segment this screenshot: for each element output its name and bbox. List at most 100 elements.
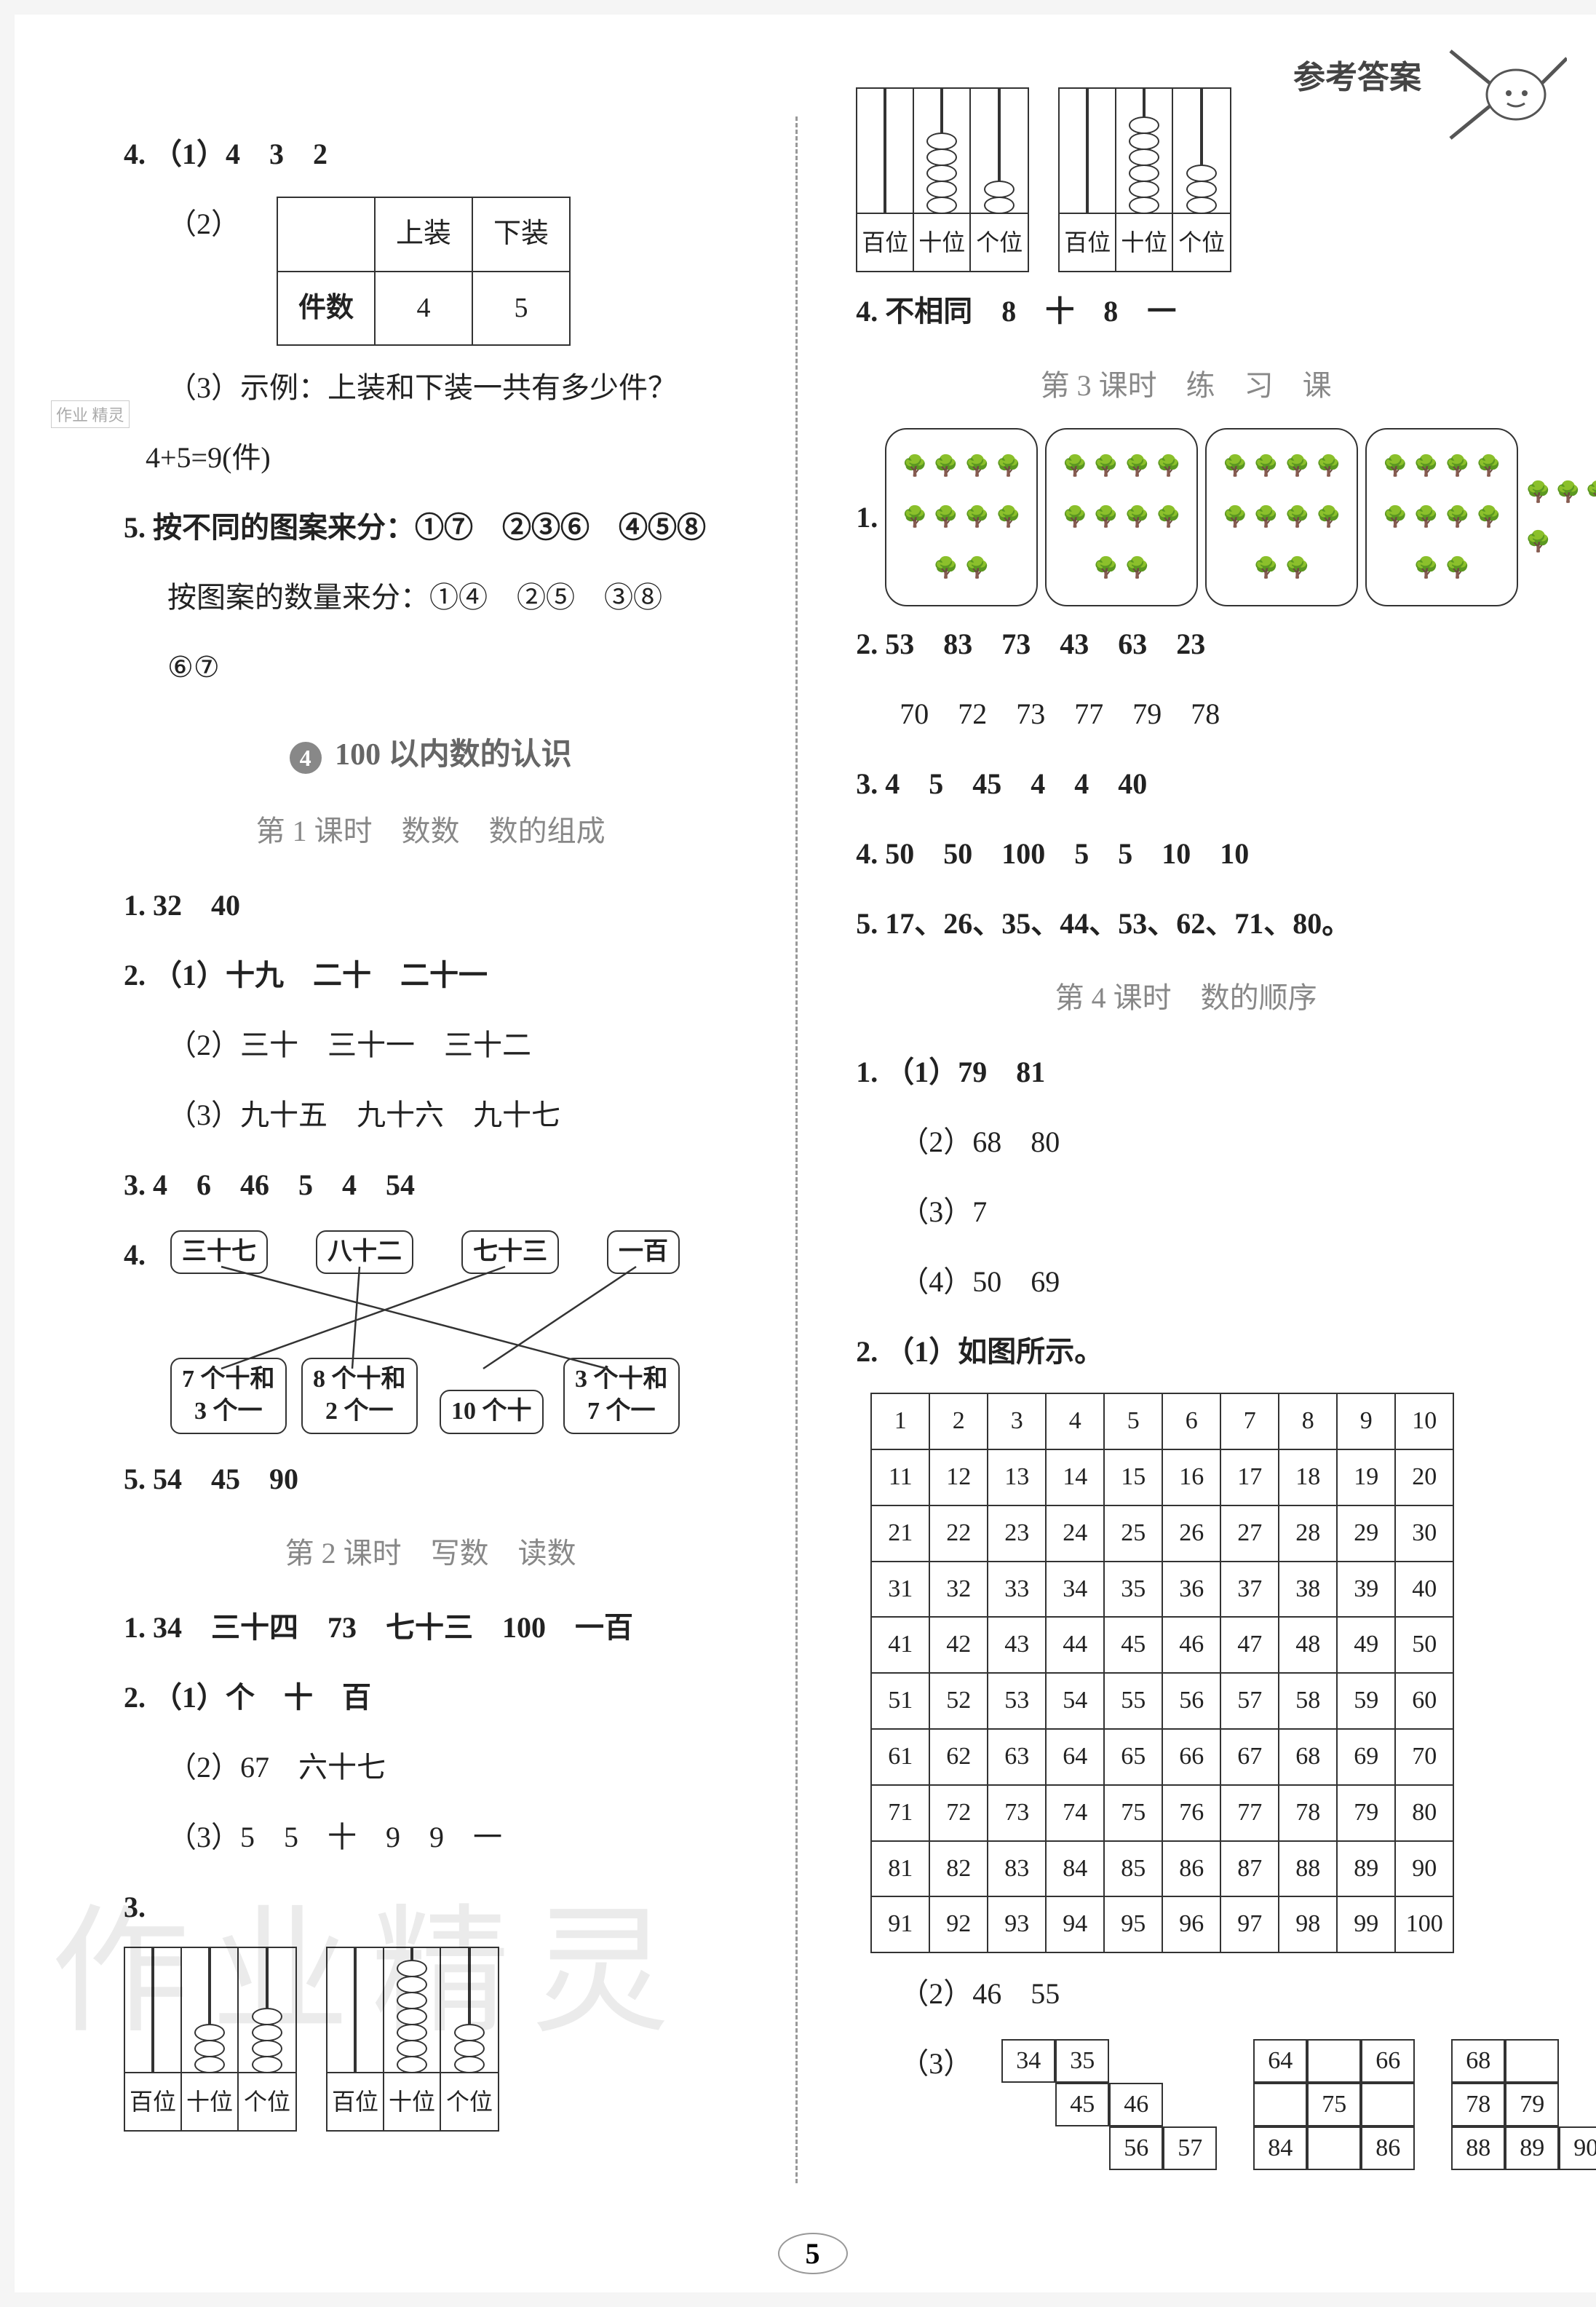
grid-cell: 47 [1220,1617,1279,1673]
bead-icon [1129,197,1159,214]
grid-cell: 17 [1220,1449,1279,1505]
tree-icon: 🌳 [1476,444,1501,489]
table-row: 41424344454647484950 [871,1617,1453,1673]
bead-icon [1129,149,1159,166]
abacus-label: 百位 [125,2072,180,2130]
section-title-text: 100 以内数的认识 [335,738,572,772]
tree-icon: 🌳 [1093,444,1119,489]
tree-icon: 🌳 [1253,444,1279,489]
grid-cell: 25 [1104,1505,1162,1562]
page: 参考答案 作业 精灵 4. （1）4 3 2 （2） 上装 下装 件数 [15,15,1596,2292]
bead-icon [252,2040,282,2057]
l2-3-label: 3. [124,1891,146,1923]
abacus-column: 百位 [327,1948,384,2130]
bead-icon [926,197,957,214]
table-row: 21222324252627282930 [871,1505,1453,1562]
grid-cell: 30 [1395,1505,1453,1562]
q4-2-row: （2） 上装 下装 件数 4 5 [102,192,759,350]
grid-cell: 73 [988,1785,1046,1841]
stair-cell [1163,2039,1217,2083]
grid-cell: 19 [1337,1449,1395,1505]
stair-cell [1001,2126,1055,2170]
stair-cell [1109,2039,1163,2083]
grid-cell: 96 [1162,1896,1220,1952]
l4-1-3: （3）7 [834,1180,1538,1244]
grid-cell: 32 [929,1562,988,1618]
grid-cell: 57 [1220,1673,1279,1729]
grid-cell: 43 [988,1617,1046,1673]
grid-cell: 15 [1104,1449,1162,1505]
abacus-label: 十位 [182,2072,237,2130]
stair-cell: 57 [1163,2126,1217,2170]
grid-cell: 7 [1220,1393,1279,1449]
tree-group-box: 🌳🌳🌳🌳🌳🌳🌳🌳🌳🌳 [1365,428,1518,606]
abacus-column: 个位 [1173,89,1230,271]
l1-4-label: 4. [124,1223,153,1441]
abacus-column: 十位 [914,89,971,271]
stair-puzzle: 6466758486 [1253,2039,1415,2170]
table-row: 11121314151617181920 [871,1449,1453,1505]
bead-icon [194,2024,225,2041]
abacus-rod [454,1948,485,2072]
bead-icon [454,2040,485,2057]
grid-cell: 14 [1046,1449,1104,1505]
page-number-text: 5 [778,2233,848,2274]
grid-cell: 76 [1162,1785,1220,1841]
grid-cell: 67 [1220,1729,1279,1785]
stair-wrap: 3435454656576466758486687879888990 [1001,2039,1596,2170]
content-columns: 4. （1）4 3 2 （2） 上装 下装 件数 4 5 （3）示例： [102,116,1538,2183]
grid-cell: 95 [1104,1896,1162,1952]
grid-cell: 59 [1337,1673,1395,1729]
stair-cell [1505,2039,1559,2083]
grid-cell: 66 [1162,1729,1220,1785]
abacus-column: 十位 [384,1948,441,2130]
abacus-rod [252,1948,282,2072]
tree-icon: 🌳 [1253,495,1279,540]
abacus-column: 个位 [239,1948,295,2130]
l4-2-3-label: （3） [856,2032,980,2096]
table-row: 81828384858687888990 [871,1841,1453,1897]
grid-cell: 1 [871,1393,929,1449]
grid-cell: 27 [1220,1505,1279,1562]
bead-icon [397,1960,427,1977]
grid-cell: 31 [871,1562,929,1618]
bead-icon [1129,165,1159,182]
section-4-title: 4 100 以内数的认识 [102,721,759,788]
bead-icon [252,2024,282,2041]
l1-1: 1. 32 40 [102,874,759,938]
bead-icon [397,2024,427,2041]
bead-icon [252,2056,282,2073]
l3-2b: 70 72 73 77 79 78 [834,682,1538,746]
l2-1: 1. 34 三十四 73 七十三 100 一百 [102,1596,759,1660]
left-column: 4. （1）4 3 2 （2） 上装 下装 件数 4 5 （3）示例： [102,116,759,2183]
stair-cell [1307,2039,1361,2083]
l3-1: 1. 🌳🌳🌳🌳🌳🌳🌳🌳🌳🌳🌳🌳🌳🌳🌳🌳🌳🌳🌳🌳🌳🌳🌳🌳🌳🌳🌳🌳🌳🌳🌳🌳🌳🌳🌳🌳🌳… [834,428,1538,606]
grid-cell: 34 [1046,1562,1104,1618]
grid-cell: 58 [1279,1673,1337,1729]
tree-icon: 🌳 [996,444,1021,489]
grid-cell: 53 [988,1673,1046,1729]
grid-cell: 69 [1337,1729,1395,1785]
tree-icon: 🌳 [1285,495,1310,540]
bead-icon [194,2040,225,2057]
abacus-label: 十位 [1116,213,1172,271]
tree-icon: 🌳 [964,444,990,489]
grid-cell: 63 [988,1729,1046,1785]
tree-icon: 🌳 [1413,495,1439,540]
tree-icon: 🌳 [902,444,927,489]
r4: 4. 不相同 8 十 8 一 [834,280,1538,344]
grid-cell: 39 [1337,1562,1395,1618]
abacus-column: 个位 [441,1948,498,2130]
lesson-4-title: 第 4 课时 数的顺序 [834,966,1538,1030]
stair-cell: 64 [1253,2039,1307,2083]
tree-icon: 🌳 [1222,495,1247,540]
grid-cell: 84 [1046,1841,1104,1897]
bead-icon [1129,116,1159,134]
bead-icon [194,2056,225,2073]
grid-cell: 20 [1395,1449,1453,1505]
grid-cell: 45 [1104,1617,1162,1673]
l2-2-1: 2. （1）个 十 百 [102,1666,759,1730]
grid-cell: 48 [1279,1617,1337,1673]
q4-2-table: 上装 下装 件数 4 5 [277,197,571,346]
match-lines-icon [170,1230,759,1434]
